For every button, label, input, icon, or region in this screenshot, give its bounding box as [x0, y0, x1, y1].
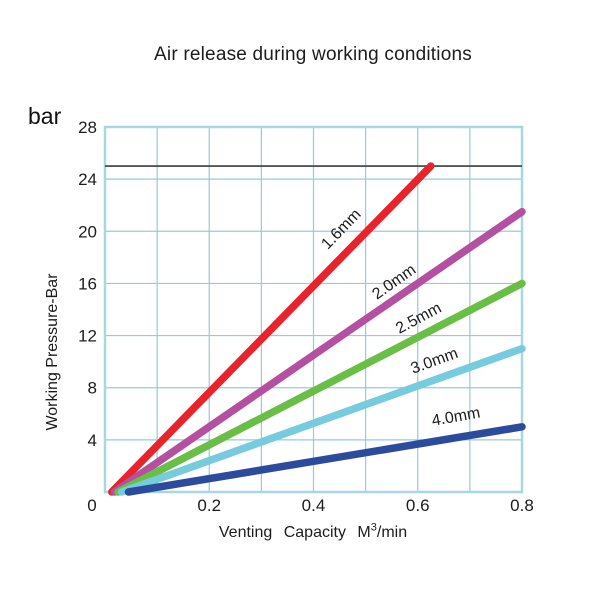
y-tick-label: 24: [78, 170, 97, 189]
series-line-3.0mm: [117, 344, 526, 496]
plot-border: [103, 125, 524, 494]
y-tick-label: 4: [88, 431, 97, 450]
y-tick-label: 16: [78, 274, 97, 293]
x-tick-label: 0.4: [302, 496, 326, 515]
y-tick-label: 8: [88, 379, 97, 398]
y-tick-label: 20: [78, 222, 97, 241]
x-axis-title-text: Venting Capacity M: [218, 524, 371, 541]
x-tick-label: 0.8: [510, 496, 534, 515]
series-label-4.0mm: 4.0mm: [431, 405, 482, 430]
series-label-2.5mm: 2.5mm: [393, 300, 444, 338]
x-tick-label: 0.2: [197, 496, 221, 515]
x-axis-title-unit: /min: [376, 524, 408, 541]
x-axis-title: Venting Capacity M3/min: [0, 521, 600, 542]
series-line-2.0mm: [110, 207, 526, 496]
series-line-4.0mm: [124, 423, 526, 496]
chart-title: Air release during working conditions: [154, 44, 472, 65]
y-tick-label: 28: [78, 118, 97, 137]
y-tick-label: 12: [78, 327, 97, 346]
series-line-1.6mm: [108, 162, 435, 496]
series-line-2.5mm: [114, 279, 526, 496]
x-tick-label: 0: [87, 496, 96, 515]
x-tick-label: 0.6: [406, 496, 430, 515]
x-axis-title-superscript: 3: [370, 521, 377, 534]
y-axis-unit-label: bar: [28, 103, 62, 129]
